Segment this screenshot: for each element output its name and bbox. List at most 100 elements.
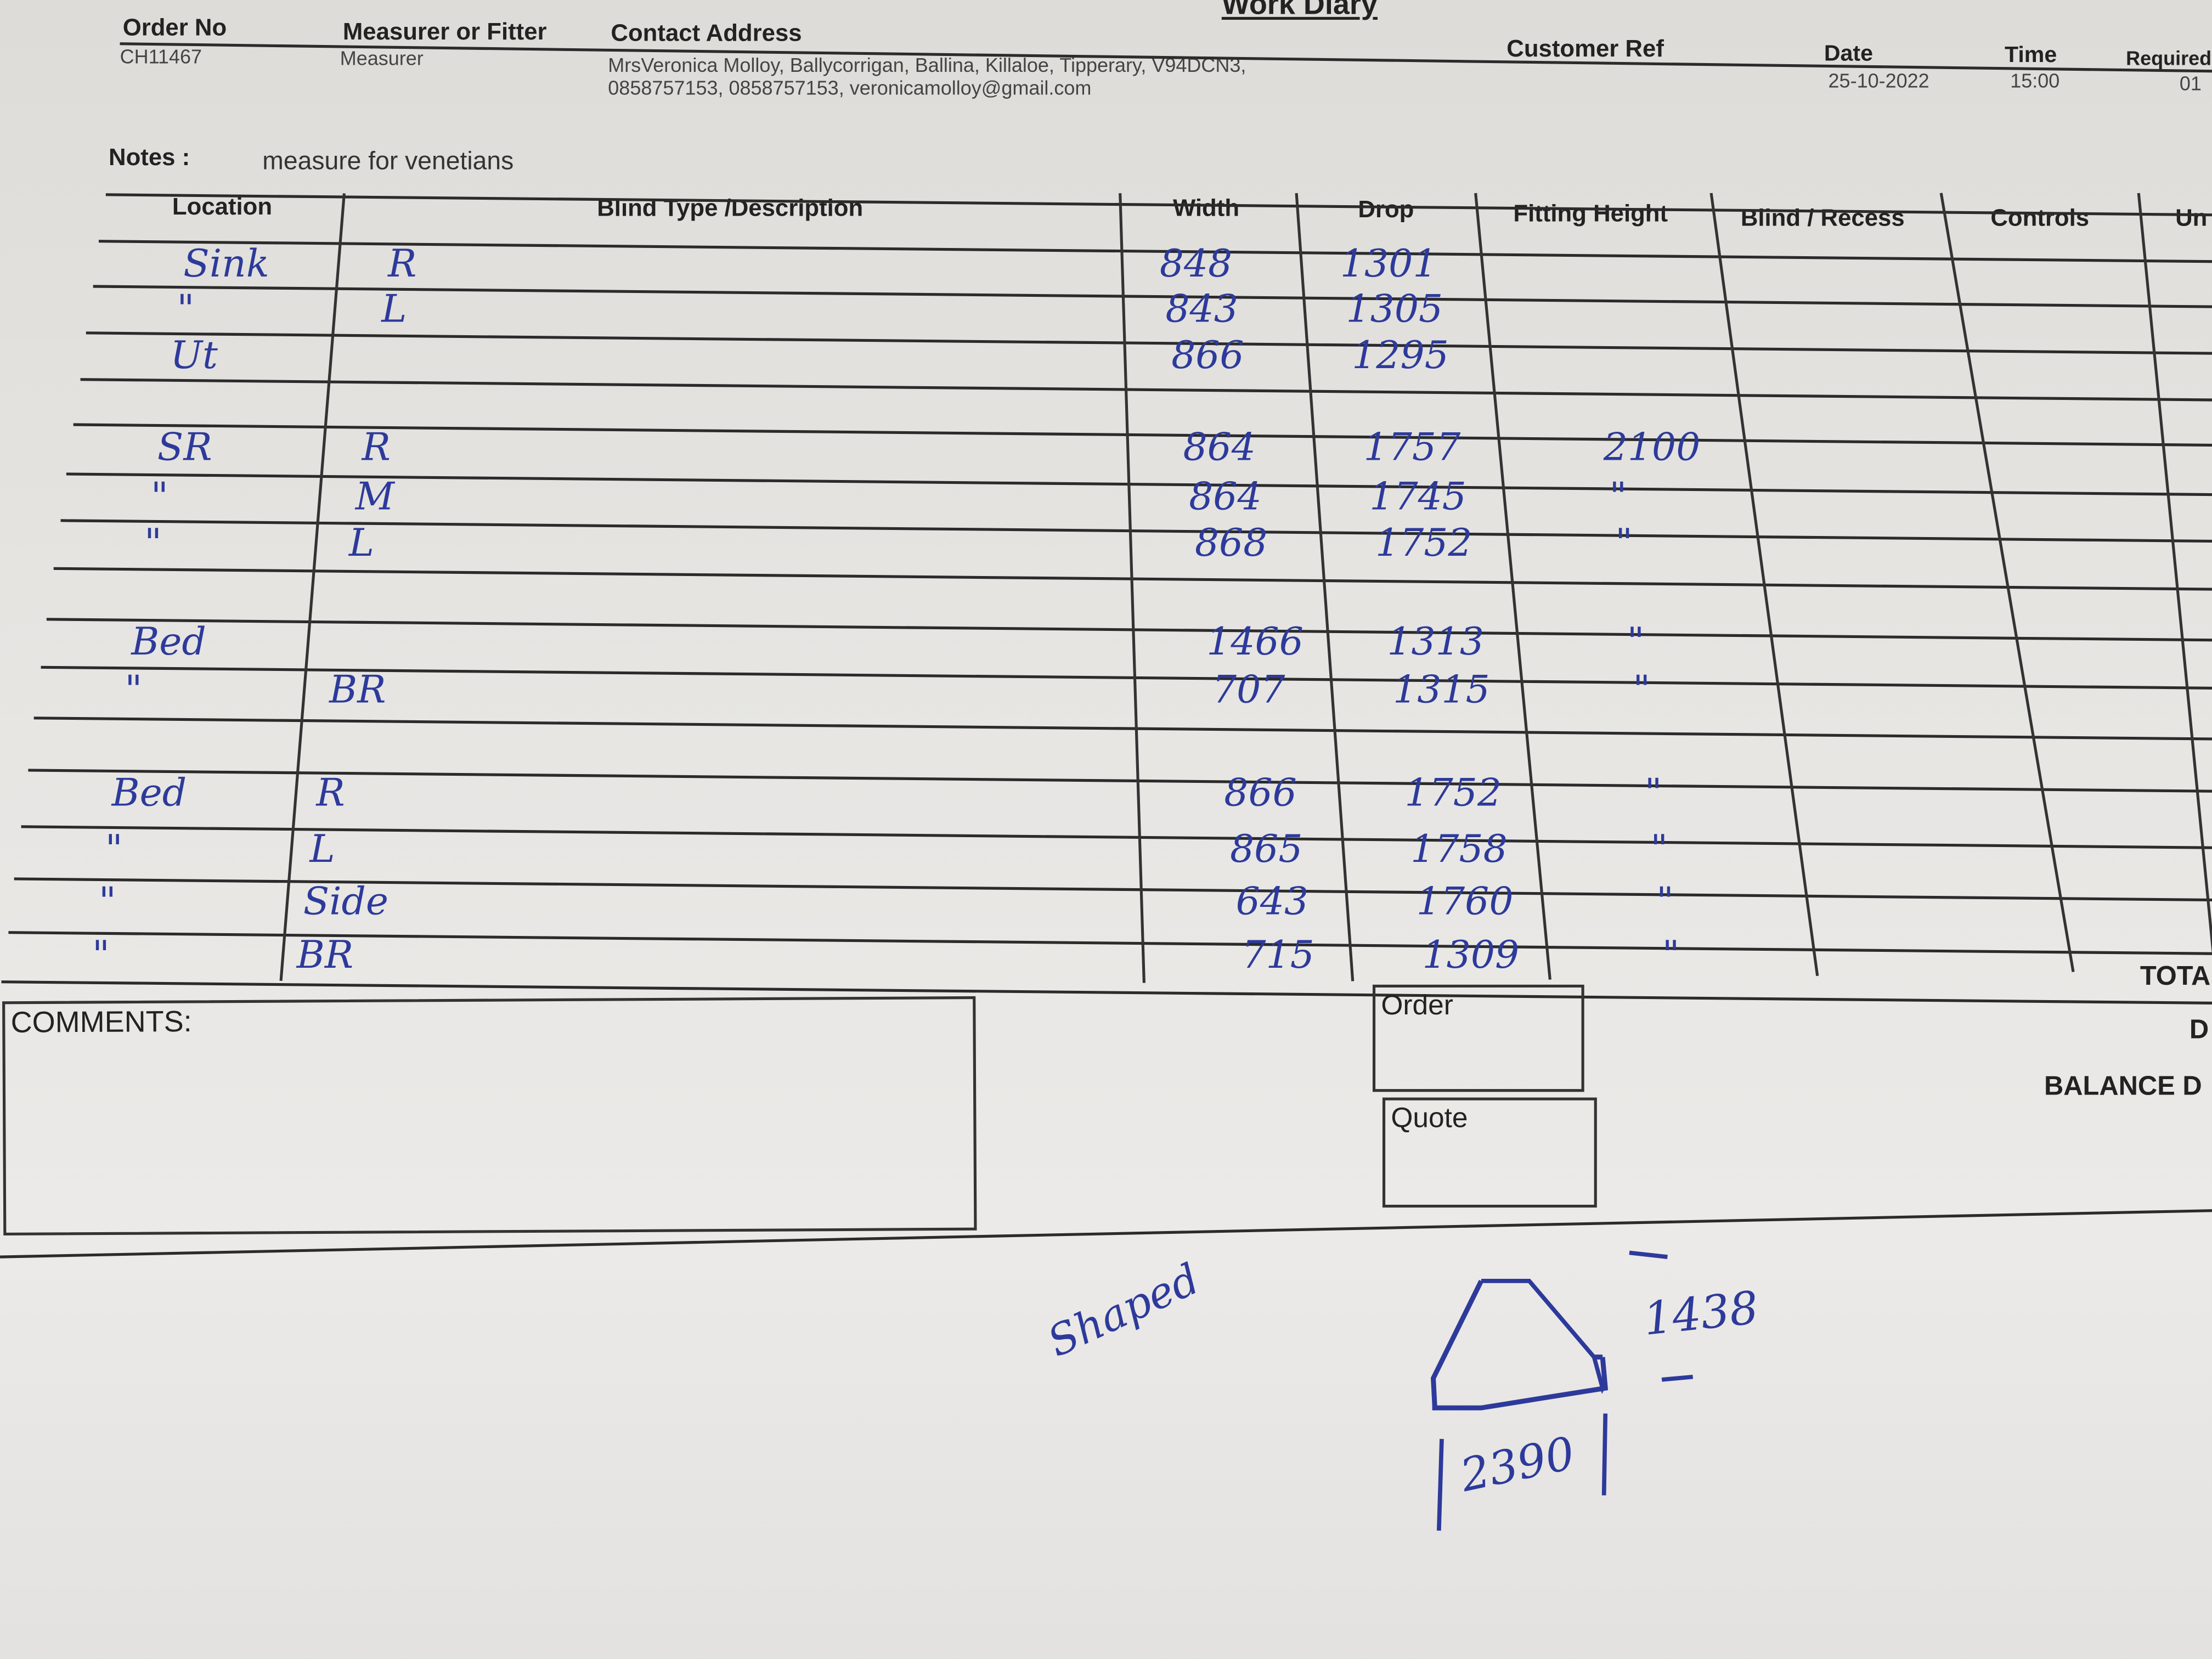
blind-type-cell: R bbox=[388, 242, 417, 286]
table-column-rule bbox=[1295, 193, 1353, 981]
time-value: 15:00 bbox=[2010, 69, 2060, 92]
location-cell: " bbox=[144, 522, 162, 566]
table-row-rule bbox=[47, 618, 2212, 642]
drop-cell: 1760 bbox=[1416, 880, 1514, 924]
width-cell: 865 bbox=[1229, 828, 1303, 872]
blind-type-cell: L bbox=[348, 522, 374, 566]
location-cell: Bed bbox=[131, 620, 206, 665]
blind-type-cell: R bbox=[362, 426, 391, 470]
required-label: Required bbox=[2126, 46, 2212, 69]
blind-type-cell: R bbox=[316, 771, 345, 816]
comments-box[interactable]: COMMENTS: bbox=[2, 996, 977, 1236]
table-row-rule bbox=[53, 567, 2212, 591]
width-cell: 848 bbox=[1159, 242, 1233, 286]
width-cell: 1466 bbox=[1206, 620, 1304, 665]
drop-cell: 1758 bbox=[1410, 828, 1508, 872]
location-cell: " bbox=[177, 287, 195, 332]
blind-type-cell: BR bbox=[296, 934, 354, 978]
contact-line2: 0858757153, 0858757153, veronicamolloy@g… bbox=[608, 76, 1092, 99]
total-label: TOTA bbox=[2140, 962, 2211, 992]
blind-type-cell: L bbox=[309, 828, 335, 872]
width-cell: 864 bbox=[1183, 426, 1256, 470]
date-label: Date bbox=[1824, 42, 1874, 66]
order-label: Order bbox=[1381, 990, 1453, 1022]
measurer-label: Measurer or Fitter bbox=[342, 18, 547, 46]
location-cell: " bbox=[105, 828, 123, 872]
fitting-height-cell: " bbox=[1609, 475, 1627, 520]
time-label: Time bbox=[2004, 43, 2057, 68]
drop-cell: 1757 bbox=[1363, 426, 1461, 470]
customer-ref-label: Customer Ref bbox=[1506, 35, 1664, 63]
required-value: 01 bbox=[2179, 72, 2202, 95]
comments-label: COMMENTS: bbox=[10, 1006, 192, 1040]
d-label: D bbox=[2189, 1015, 2209, 1046]
order-no-label: Order No bbox=[122, 14, 227, 41]
table-column-rule bbox=[1119, 193, 1145, 983]
col-header-drop: Drop bbox=[1358, 196, 1414, 223]
sketch-dimension-ticks bbox=[1629, 1250, 1694, 1382]
quote-label: Quote bbox=[1391, 1103, 1468, 1135]
width-cell: 715 bbox=[1242, 934, 1314, 978]
document-title: Work Diary bbox=[1221, 0, 1378, 21]
drop-cell: 1313 bbox=[1387, 620, 1485, 665]
location-cell: " bbox=[125, 668, 143, 713]
table-row-rule bbox=[21, 825, 2212, 850]
blind-type-cell: BR bbox=[329, 668, 386, 713]
measurer-value: Measurer bbox=[340, 46, 424, 69]
drop-cell: 1305 bbox=[1346, 287, 1443, 332]
date-value: 25-10-2022 bbox=[1828, 69, 1929, 92]
drop-cell: 1752 bbox=[1404, 771, 1502, 816]
fitting-height-cell: " bbox=[1650, 828, 1668, 872]
table-column-rule bbox=[2137, 193, 2212, 980]
quote-checkbox[interactable]: Quote bbox=[1382, 1097, 1597, 1208]
width-cell: 866 bbox=[1171, 334, 1244, 379]
table-row-rule bbox=[73, 423, 2212, 447]
width-cell: 864 bbox=[1189, 475, 1262, 520]
col-header-width: Width bbox=[1173, 194, 1240, 222]
drop-cell: 1295 bbox=[1352, 334, 1449, 379]
sketch-note: Shaped bbox=[1040, 1255, 1207, 1368]
table-row-rule bbox=[80, 378, 2212, 402]
drop-cell: 1315 bbox=[1393, 668, 1490, 713]
fitting-height-cell: " bbox=[1656, 880, 1674, 924]
sketch-height-value: 1438 bbox=[1641, 1280, 1761, 1346]
location-cell: SR bbox=[157, 426, 212, 470]
width-cell: 643 bbox=[1235, 880, 1309, 924]
table-row-rule bbox=[34, 716, 2212, 741]
location-cell: Ut bbox=[170, 334, 218, 379]
col-header-location: Location bbox=[172, 193, 273, 221]
fitting-height-cell: " bbox=[1633, 668, 1651, 713]
fitting-height-cell: 2100 bbox=[1603, 426, 1701, 470]
width-cell: 707 bbox=[1212, 668, 1285, 713]
notes-label: Notes : bbox=[108, 144, 190, 171]
fitting-height-cell: " bbox=[1615, 522, 1633, 566]
table-row-rule bbox=[60, 519, 2212, 543]
balance-label: BALANCE D bbox=[2044, 1072, 2202, 1102]
location-cell: " bbox=[98, 880, 116, 924]
blind-type-cell: M bbox=[355, 475, 394, 520]
col-header-fitting-height: Fitting Height bbox=[1513, 200, 1668, 227]
table-column-rule bbox=[1939, 193, 2074, 972]
drop-cell: 1301 bbox=[1340, 242, 1437, 286]
fitting-height-cell: " bbox=[1662, 934, 1680, 978]
sketch-outline bbox=[1430, 1279, 1609, 1410]
order-no-value: CH11467 bbox=[120, 45, 202, 68]
blind-type-cell: L bbox=[381, 287, 407, 332]
location-cell: " bbox=[150, 475, 168, 520]
width-cell: 866 bbox=[1224, 771, 1297, 816]
sketch-width-bars bbox=[1436, 1413, 1608, 1531]
contact-label: Contact Address bbox=[611, 19, 802, 47]
notes-value: measure for venetians bbox=[262, 146, 514, 175]
drop-cell: 1745 bbox=[1369, 475, 1466, 520]
location-cell: Sink bbox=[183, 242, 269, 286]
blind-type-cell: Side bbox=[303, 880, 389, 924]
width-cell: 843 bbox=[1165, 287, 1238, 332]
width-cell: 868 bbox=[1194, 522, 1268, 566]
table-row-rule bbox=[93, 285, 2212, 309]
col-header-controls: Controls bbox=[1990, 204, 2090, 232]
table-row-rule bbox=[27, 769, 2212, 793]
drop-cell: 1752 bbox=[1375, 522, 1472, 566]
location-cell: Bed bbox=[111, 771, 187, 816]
shaped-window-sketch bbox=[1430, 1250, 1694, 1531]
order-checkbox[interactable]: Order bbox=[1372, 984, 1584, 1092]
